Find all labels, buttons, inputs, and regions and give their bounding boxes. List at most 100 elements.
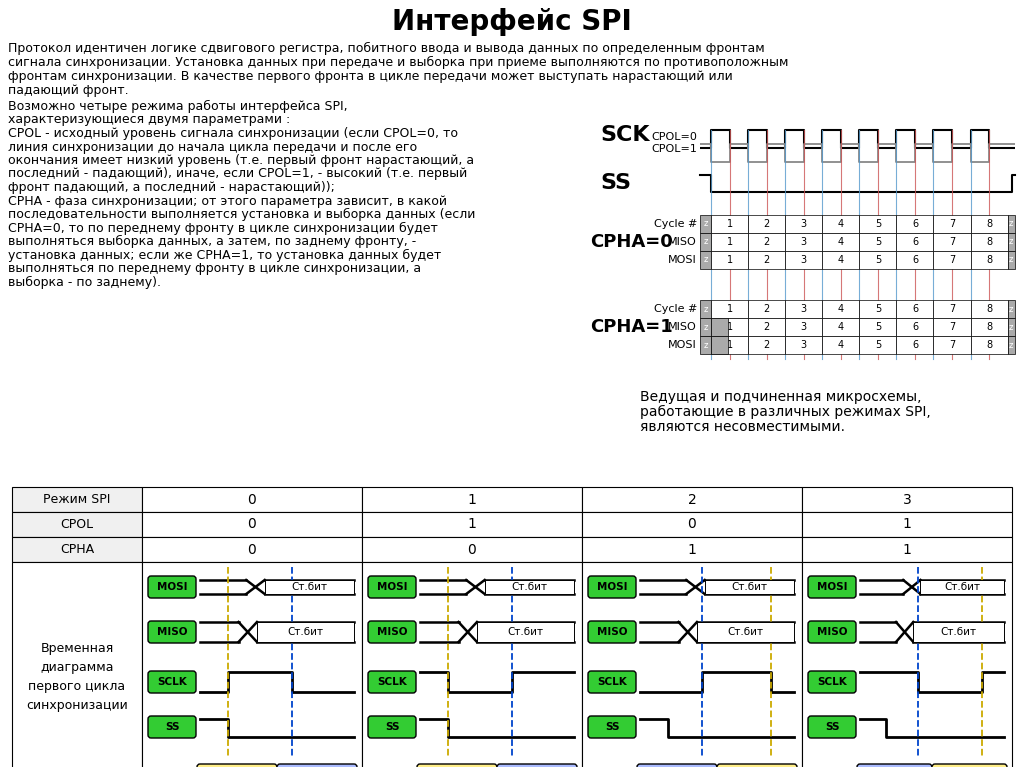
Text: 6: 6 — [912, 340, 918, 350]
FancyBboxPatch shape — [368, 716, 416, 738]
Bar — [971, 336, 1008, 354]
Text: 7: 7 — [949, 304, 955, 314]
Text: z: z — [1009, 238, 1014, 246]
Text: z: z — [1009, 304, 1014, 314]
Text: MOSI: MOSI — [669, 255, 697, 265]
Text: MISO: MISO — [597, 627, 628, 637]
Bar — [264, 580, 354, 594]
Bar — [1008, 251, 1015, 269]
Text: 3: 3 — [801, 340, 807, 350]
Text: z: z — [1009, 219, 1014, 229]
Bar — [700, 215, 711, 233]
Text: 7: 7 — [949, 219, 955, 229]
Text: 6: 6 — [912, 322, 918, 332]
Text: 6: 6 — [912, 304, 918, 314]
Text: фронт падающий, а последний - нарастающий));: фронт падающий, а последний - нарастающи… — [8, 181, 335, 194]
Bar — [921, 580, 1004, 594]
Bar — [934, 233, 971, 251]
Bar — [142, 512, 362, 537]
Bar — [484, 580, 574, 594]
Text: 1: 1 — [902, 542, 911, 557]
Text: 8: 8 — [986, 322, 992, 332]
Text: z: z — [1009, 255, 1014, 265]
Bar — [822, 215, 859, 233]
Text: z: z — [703, 238, 708, 246]
Bar — [859, 336, 896, 354]
FancyBboxPatch shape — [808, 576, 856, 598]
Text: 2: 2 — [688, 492, 696, 506]
Bar — [749, 336, 785, 354]
FancyBboxPatch shape — [857, 764, 932, 767]
Text: SS: SS — [824, 722, 840, 732]
Bar — [1008, 215, 1015, 233]
Text: 0: 0 — [248, 542, 256, 557]
Bar — [802, 562, 1012, 767]
Text: характеризующиеся двумя параметрами :: характеризующиеся двумя параметрами : — [8, 114, 290, 127]
Bar — [749, 251, 785, 269]
Text: MOSI: MOSI — [817, 582, 847, 592]
Text: Протокол идентичен логике сдвигового регистра, побитного ввода и вывода данных п: Протокол идентичен логике сдвигового рег… — [8, 42, 765, 55]
FancyBboxPatch shape — [588, 671, 636, 693]
Bar — [711, 215, 749, 233]
Bar — [1008, 318, 1015, 336]
Text: 1: 1 — [727, 340, 733, 350]
Text: 8: 8 — [986, 237, 992, 247]
Text: MISO: MISO — [817, 627, 847, 637]
Text: 4: 4 — [838, 322, 844, 332]
Text: являются несовместимыми.: являются несовместимыми. — [640, 420, 845, 434]
FancyBboxPatch shape — [808, 671, 856, 693]
Text: CPHA: CPHA — [60, 543, 94, 556]
FancyBboxPatch shape — [808, 621, 856, 643]
Text: 4: 4 — [838, 304, 844, 314]
FancyBboxPatch shape — [588, 621, 636, 643]
Text: MOSI: MOSI — [157, 582, 187, 592]
Bar — [697, 622, 794, 642]
Bar — [802, 537, 1012, 562]
Bar — [896, 336, 934, 354]
Text: 1: 1 — [468, 492, 476, 506]
Text: CPHA - фаза синхронизации; от этого параметра зависит, в какой: CPHA - фаза синхронизации; от этого пара… — [8, 195, 447, 208]
Text: 7: 7 — [949, 340, 955, 350]
Text: 3: 3 — [801, 255, 807, 265]
Text: Временная
диаграмма
первого цикла
синхронизации: Временная диаграмма первого цикла синхро… — [27, 642, 128, 712]
Text: Ст.бит: Ст.бит — [292, 582, 328, 592]
Bar — [1008, 233, 1015, 251]
Bar — [700, 300, 711, 318]
Text: z: z — [1009, 341, 1014, 350]
Bar — [362, 537, 582, 562]
Bar — [582, 512, 802, 537]
Text: SS: SS — [605, 722, 620, 732]
Bar — [362, 487, 582, 512]
Text: Ст.бит: Ст.бит — [941, 627, 977, 637]
Text: 2: 2 — [764, 322, 770, 332]
Text: 5: 5 — [874, 304, 881, 314]
Bar — [582, 537, 802, 562]
Text: 4: 4 — [838, 255, 844, 265]
Text: 1: 1 — [687, 542, 696, 557]
Text: Cycle #: Cycle # — [653, 304, 697, 314]
Text: z: z — [703, 304, 708, 314]
Text: выполняться по переднему фронту в цикле синхронизации, а: выполняться по переднему фронту в цикле … — [8, 262, 421, 275]
FancyBboxPatch shape — [588, 576, 636, 598]
Text: Режим SPI: Режим SPI — [43, 493, 111, 506]
Bar — [711, 300, 749, 318]
Bar — [859, 233, 896, 251]
Text: 4: 4 — [838, 237, 844, 247]
Text: 1: 1 — [727, 237, 733, 247]
Text: 1: 1 — [727, 304, 733, 314]
Bar — [711, 251, 749, 269]
FancyBboxPatch shape — [368, 621, 416, 643]
Text: SS: SS — [165, 722, 179, 732]
Bar — [257, 622, 354, 642]
Text: падающий фронт.: падающий фронт. — [8, 84, 129, 97]
Text: MISO: MISO — [669, 237, 697, 247]
FancyBboxPatch shape — [368, 671, 416, 693]
FancyBboxPatch shape — [717, 764, 797, 767]
Text: 5: 5 — [874, 237, 881, 247]
Text: 8: 8 — [986, 255, 992, 265]
Text: z: z — [1009, 322, 1014, 331]
Text: установка данных; если же CPHA=1, то установка данных будет: установка данных; если же CPHA=1, то уст… — [8, 249, 441, 262]
Text: 1: 1 — [468, 518, 476, 532]
Text: 4: 4 — [838, 340, 844, 350]
Text: Ст.бит: Ст.бит — [731, 582, 767, 592]
